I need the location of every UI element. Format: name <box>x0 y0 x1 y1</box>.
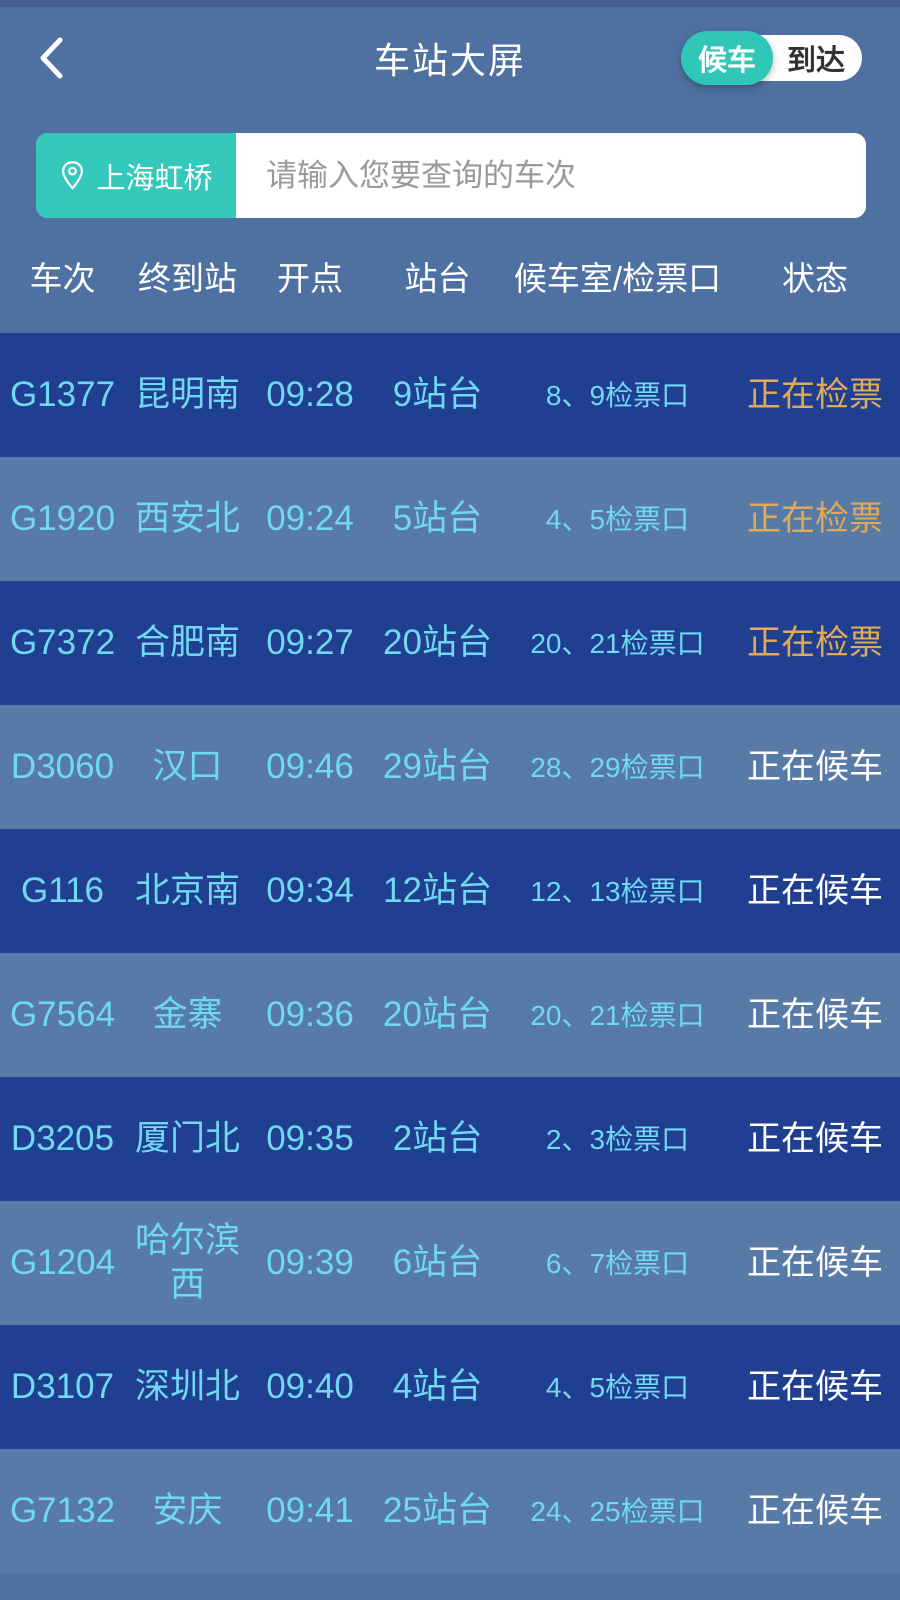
destination: 深圳北 <box>134 1367 240 1407</box>
departure-arrival-toggle: 到达 候车 <box>681 30 862 85</box>
status: 正在候车 <box>747 871 883 910</box>
back-button[interactable] <box>38 33 78 83</box>
status: 正在候车 <box>747 1491 883 1530</box>
top-bar: 车站大屏 到达 候车 <box>0 7 900 108</box>
platform: 20站台 <box>383 623 492 663</box>
chevron-left-icon <box>40 37 63 78</box>
depart-time: 09:35 <box>266 1119 354 1159</box>
destination: 哈尔滨西 <box>134 1221 240 1304</box>
platform: 4站台 <box>392 1367 483 1407</box>
table-header: 车次 终到站 开点 站台 候车室/检票口 状态 <box>0 218 900 333</box>
train-search-input[interactable] <box>236 133 866 218</box>
table-row[interactable]: G1204 哈尔滨西 09:39 6站台 6、7检票口 正在候车 <box>0 1201 900 1325</box>
train-number: D3107 <box>10 1367 115 1407</box>
platform: 6站台 <box>392 1243 483 1283</box>
gate: 24、25检票口 <box>530 1495 705 1527</box>
destination: 安庆 <box>152 1491 223 1531</box>
location-pin-icon <box>62 161 84 190</box>
gate: 4、5检票口 <box>545 1371 690 1403</box>
depart-time: 09:34 <box>266 871 354 911</box>
destination: 金寨 <box>152 995 223 1035</box>
table-row[interactable]: G116 北京南 09:34 12站台 12、13检票口 正在候车 <box>0 829 900 953</box>
depart-time: 09:28 <box>266 375 354 415</box>
table-row[interactable]: D3107 深圳北 09:40 4站台 4、5检票口 正在候车 <box>0 1325 900 1449</box>
gate: 20、21检票口 <box>530 999 705 1031</box>
table-row[interactable]: G1920 西安北 09:24 5站台 4、5检票口 正在检票 <box>0 457 900 581</box>
destination: 厦门北 <box>134 1119 240 1159</box>
table-row[interactable]: D3060 汉口 09:46 29站台 28、29检票口 正在候车 <box>0 705 900 829</box>
gate: 6、7检票口 <box>545 1247 690 1279</box>
gate: 2、3检票口 <box>545 1123 690 1155</box>
header-status: 状态 <box>782 259 848 297</box>
train-number: D3205 <box>10 1119 115 1159</box>
station-name: 上海虹桥 <box>96 162 213 195</box>
platform: 25站台 <box>383 1491 492 1531</box>
depart-time: 09:36 <box>266 995 354 1035</box>
status: 正在检票 <box>747 375 883 414</box>
status: 正在候车 <box>747 1243 883 1282</box>
train-number: G7372 <box>9 623 116 663</box>
table-body: G1377 昆明南 09:28 9站台 8、9检票口 正在检票 G1920 西安北 09:24 5… <box>0 333 900 1573</box>
gate: 8、9检票口 <box>545 379 690 411</box>
status: 正在检票 <box>747 499 883 538</box>
status-bar-strip <box>0 0 900 7</box>
table-row[interactable]: G7372 合肥南 09:27 20站台 20、21检票口 正在检票 <box>0 581 900 705</box>
header-depart-time: 开点 <box>277 259 343 297</box>
header-train: 车次 <box>29 259 96 297</box>
destination: 昆明南 <box>134 375 240 415</box>
depart-time: 09:24 <box>266 499 354 539</box>
platform: 12站台 <box>383 871 492 911</box>
train-number: G7132 <box>9 1491 116 1531</box>
gate: 4、5检票口 <box>545 503 690 535</box>
station-selector[interactable]: 上海虹桥 <box>36 133 236 218</box>
destination: 北京南 <box>134 871 240 911</box>
platform: 20站台 <box>383 995 492 1035</box>
status: 正在候车 <box>747 995 883 1034</box>
header-gate: 候车室/检票口 <box>513 259 722 297</box>
header-destination: 终到站 <box>138 259 237 297</box>
table-row[interactable]: G7564 金寨 09:36 20站台 20、21检票口 正在候车 <box>0 953 900 1077</box>
depart-time: 09:27 <box>266 623 354 663</box>
search-bar: 上海虹桥 <box>36 133 866 218</box>
gate: 12、13检票口 <box>530 875 705 907</box>
status: 正在候车 <box>747 1119 883 1158</box>
destination: 西安北 <box>134 499 240 539</box>
header-platform: 站台 <box>404 259 471 297</box>
train-number: D3060 <box>10 747 115 787</box>
table-row[interactable]: G1377 昆明南 09:28 9站台 8、9检票口 正在检票 <box>0 333 900 457</box>
depart-time: 09:39 <box>266 1243 354 1283</box>
train-number: G1204 <box>9 1243 116 1283</box>
depart-time: 09:41 <box>266 1491 354 1531</box>
destination: 合肥南 <box>134 623 240 663</box>
gate: 28、29检票口 <box>530 751 705 783</box>
platform: 29站台 <box>383 747 492 787</box>
depart-time: 09:46 <box>266 747 354 787</box>
train-number: G116 <box>20 871 105 911</box>
platform: 9站台 <box>392 375 483 415</box>
train-number: G1920 <box>9 499 116 539</box>
status: 正在候车 <box>747 1367 883 1406</box>
platform: 2站台 <box>392 1119 483 1159</box>
status: 正在候车 <box>747 747 883 786</box>
toggle-departures[interactable]: 候车 <box>681 30 773 85</box>
destination: 汉口 <box>152 747 223 787</box>
depart-time: 09:40 <box>266 1367 354 1407</box>
toggle-arrivals[interactable]: 到达 <box>786 44 845 77</box>
gate: 20、21检票口 <box>530 627 705 659</box>
platform: 5站台 <box>392 499 483 539</box>
train-number: G1377 <box>9 375 116 415</box>
train-number: G7564 <box>9 995 116 1035</box>
table-row[interactable]: D3205 厦门北 09:35 2站台 2、3检票口 正在候车 <box>0 1077 900 1201</box>
status: 正在检票 <box>747 623 883 662</box>
table-row[interactable]: G7132 安庆 09:41 25站台 24、25检票口 正在候车 <box>0 1449 900 1573</box>
